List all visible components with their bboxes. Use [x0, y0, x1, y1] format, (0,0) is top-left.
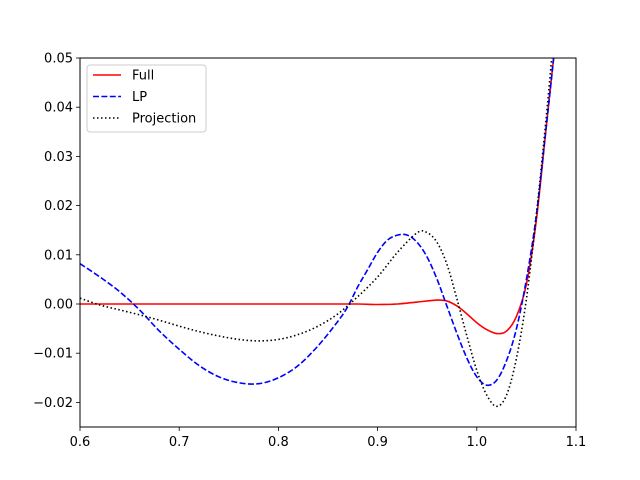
- legend-label-full: Full: [132, 69, 154, 84]
- y-tick-label: −0.02: [33, 396, 73, 411]
- series-layer: [80, 58, 555, 408]
- y-tick-label: −0.01: [33, 347, 73, 362]
- y-tick-label: 0.02: [44, 199, 73, 214]
- x-tick-label: 0.8: [268, 435, 289, 450]
- legend: Full LP Projection: [86, 64, 207, 133]
- x-tick-label: 0.6: [70, 435, 91, 450]
- legend-label-lp: LP: [132, 90, 147, 105]
- y-tick-label: 0.01: [44, 248, 73, 263]
- x-tick-label: 1.1: [566, 435, 587, 450]
- legend-label-projection: Projection: [132, 112, 196, 127]
- x-tick-label: 0.9: [367, 435, 388, 450]
- legend-box: [86, 64, 207, 133]
- series-line-lp: [80, 58, 555, 387]
- y-tick-label: 0.03: [44, 150, 73, 165]
- x-tick-label: 1.0: [466, 435, 487, 450]
- x-axis: 0.6 0.7 0.8 0.9 1.0 1.1: [70, 427, 587, 450]
- y-tick-label: 0.04: [44, 101, 73, 116]
- y-tick-label: 0.00: [44, 298, 73, 313]
- y-axis: −0.02 −0.01 0.00 0.01 0.02 0.03 0.04 0.05: [33, 52, 80, 411]
- series-line-projection: [80, 58, 553, 408]
- x-tick-label: 0.7: [169, 435, 190, 450]
- plot-area-frame: [79, 57, 577, 428]
- y-tick-label: 0.05: [44, 52, 73, 67]
